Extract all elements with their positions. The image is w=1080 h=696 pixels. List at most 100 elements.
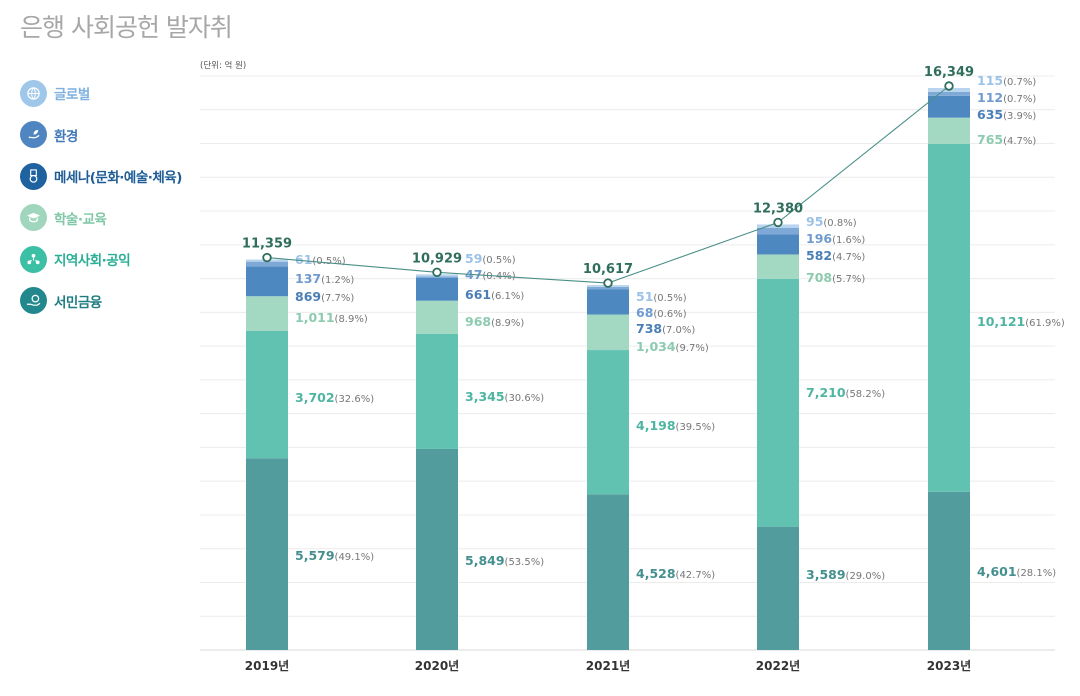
data-label-value: 51 (636, 289, 653, 304)
bar-segment[interactable] (416, 277, 458, 301)
legend-item-environment[interactable]: 환경 (20, 121, 210, 149)
data-label-percent: (8.9%) (335, 314, 368, 325)
legend-label: 환경 (54, 128, 78, 145)
data-label: 10,121(61.9%) (977, 314, 1065, 329)
data-label: 51(0.5%) (636, 289, 687, 304)
data-label-percent: (0.6%) (653, 309, 686, 320)
legend-item-community[interactable]: 지역사회·공익 (20, 245, 210, 273)
bar-segment[interactable] (928, 91, 970, 96)
legend-item-global[interactable]: 글로벌 (20, 79, 210, 107)
data-label: 3,589(29.0%) (806, 567, 885, 582)
total-point[interactable] (944, 81, 954, 91)
data-label-value: 61 (295, 252, 312, 267)
data-label: 869(7.7%) (295, 289, 354, 304)
page-title: 은행 사회공헌 발자취 (20, 13, 233, 42)
data-label-percent: (4.7%) (1003, 136, 1036, 147)
bar-segment[interactable] (416, 300, 458, 334)
total-point[interactable] (773, 217, 783, 228)
legend-label: 글로벌 (54, 87, 90, 103)
bar-segment[interactable] (587, 494, 629, 650)
data-label-percent: (0.7%) (1003, 77, 1036, 88)
data-label-percent: (29.0%) (846, 571, 886, 582)
bar-segment[interactable] (928, 95, 970, 118)
bar-segment[interactable] (757, 278, 799, 527)
bar-segment[interactable] (928, 117, 970, 144)
data-label-value: 115 (977, 73, 1003, 88)
bar-segment[interactable] (416, 276, 458, 278)
total-point[interactable] (603, 278, 613, 288)
data-label-value: 112 (977, 90, 1003, 105)
x-tick-label: 2022년 (756, 659, 800, 673)
education-icon (20, 204, 47, 231)
legend-item-finance[interactable]: 서민금융 (20, 287, 210, 315)
bar-segment[interactable] (416, 333, 458, 449)
bar-segment[interactable] (246, 261, 288, 267)
data-label-percent: (6.1%) (491, 291, 524, 302)
legend-item-mecenat[interactable]: 메세나(문화·예술·체육) (20, 162, 210, 190)
data-label-percent: (0.5%) (482, 255, 515, 266)
legend-label: 메세나(문화·예술·체육) (54, 170, 182, 186)
data-label-value: 635 (977, 107, 1003, 122)
data-label-percent: (3.9%) (1003, 111, 1036, 122)
data-label-percent: (61.9%) (1025, 318, 1065, 329)
total-point[interactable] (262, 252, 272, 263)
bar-segment[interactable] (246, 296, 288, 331)
data-label-percent: (0.8%) (823, 218, 856, 229)
data-label: 137(1.2%) (295, 271, 354, 286)
bar-segment[interactable] (757, 227, 799, 235)
data-label: 61(0.5%) (295, 252, 346, 267)
data-label: 196(1.6%) (806, 231, 865, 246)
data-label-percent: (39.5%) (676, 422, 716, 433)
bar-segment[interactable] (928, 491, 970, 650)
data-label-value: 582 (806, 248, 832, 263)
legend-item-education[interactable]: 학술·교육 (20, 204, 210, 232)
finance-icon (20, 287, 47, 314)
data-label: 4,601(28.1%) (977, 564, 1056, 579)
bar-segment[interactable] (928, 143, 970, 492)
leaf-hand-icon (20, 121, 47, 148)
legend-label: 서민금융 (54, 294, 102, 311)
data-label-value: 661 (465, 287, 491, 302)
bar-segment[interactable] (246, 458, 288, 650)
bar-segment[interactable] (246, 266, 288, 297)
data-label-value: 4,601 (977, 564, 1017, 579)
data-label-value: 869 (295, 289, 321, 304)
data-label-value: 10,121 (977, 314, 1025, 329)
bar-segment[interactable] (416, 448, 458, 650)
bar-segment[interactable] (587, 350, 629, 495)
data-label-percent: (28.1%) (1017, 568, 1057, 579)
x-tick-label: 2020년 (415, 659, 459, 673)
data-label: 4,198(39.5%) (636, 418, 715, 433)
total-label: 10,617 (583, 262, 633, 277)
bar-segment[interactable] (246, 330, 288, 459)
x-tick-label: 2021년 (586, 659, 630, 673)
unit-label: (단위: 억 원) (200, 60, 246, 71)
bar-segment[interactable] (587, 289, 629, 315)
data-label-percent: (4.7%) (832, 252, 865, 263)
data-label-percent: (49.1%) (335, 552, 375, 563)
bar-segment[interactable] (587, 286, 629, 290)
total-point[interactable] (432, 267, 442, 278)
data-label-value: 968 (465, 314, 491, 329)
data-label-value: 708 (806, 270, 832, 285)
data-label: 1,034(9.7%) (636, 339, 709, 354)
data-label: 582(4.7%) (806, 248, 865, 263)
data-label-percent: (9.7%) (676, 343, 709, 354)
data-label-value: 5,849 (465, 553, 505, 568)
data-label: 661(6.1%) (465, 287, 524, 302)
data-label: 1,011(8.9%) (295, 310, 368, 325)
data-label-percent: (0.5%) (312, 256, 345, 267)
bar-segment[interactable] (757, 234, 799, 255)
data-label-percent: (0.7%) (1003, 94, 1036, 105)
bar-segment[interactable] (587, 314, 629, 351)
globe-icon (20, 79, 47, 107)
data-label-percent: (42.7%) (676, 570, 716, 581)
bar-segment[interactable] (757, 526, 799, 650)
data-label: 4,528(42.7%) (636, 566, 715, 581)
bar-segment[interactable] (757, 254, 799, 279)
data-label-value: 738 (636, 321, 662, 336)
data-label: 738(7.0%) (636, 321, 695, 336)
data-label: 3,345(30.6%) (465, 389, 544, 404)
data-label: 3,702(32.6%) (295, 390, 374, 405)
